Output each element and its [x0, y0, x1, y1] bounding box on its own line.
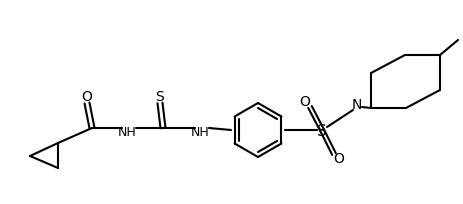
- Text: O: O: [81, 90, 92, 104]
- Text: NH: NH: [190, 125, 209, 139]
- Text: N: N: [351, 98, 362, 112]
- Text: NH: NH: [118, 125, 136, 139]
- Text: O: O: [299, 95, 310, 109]
- Text: S: S: [316, 124, 326, 140]
- Text: O: O: [333, 152, 344, 166]
- Text: S: S: [155, 90, 164, 104]
